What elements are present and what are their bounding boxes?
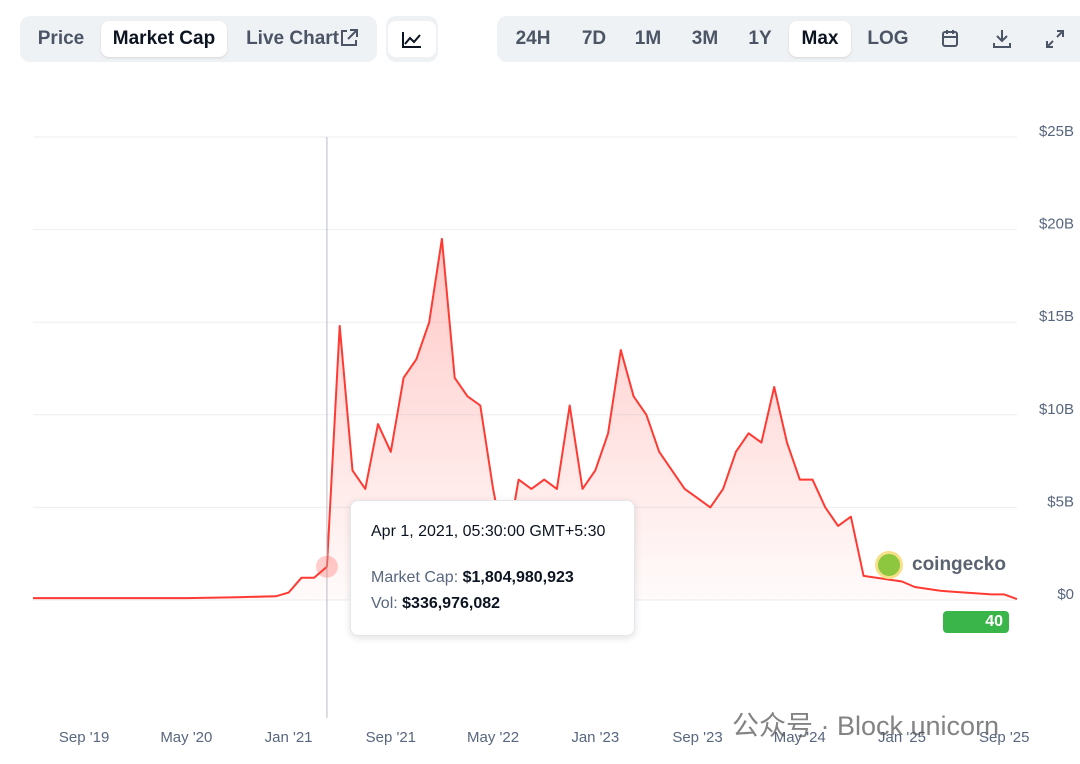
live-chart-tab[interactable]: Live Chart: [246, 28, 339, 49]
hover-point: [315, 555, 338, 578]
range-button[interactable]: 3M: [691, 28, 719, 49]
y-tick-label: $25B: [1039, 123, 1074, 140]
tooltip-vol: Vol: $336,976,082: [371, 595, 500, 613]
range-button[interactable]: LOG: [867, 28, 909, 49]
y-tick-label: $10B: [1039, 401, 1074, 418]
badge[interactable]: 40: [943, 611, 1009, 633]
x-tick-label: Sep '21: [366, 729, 416, 746]
watermark: 公众号 · Block unicorn: [732, 711, 1000, 741]
x-tick-label: Jan '23: [571, 729, 619, 746]
y-tick-label: $15B: [1039, 308, 1074, 325]
vol-value: $336,976,082: [402, 595, 501, 612]
range-button[interactable]: 1Y: [748, 28, 772, 49]
tooltip-cap: Market Cap: $1,804,980,923: [371, 569, 574, 587]
x-tick-label: Sep '23: [672, 729, 722, 746]
tooltip-date: Apr 1, 2021, 05:30:00 GMT+5:30: [371, 523, 606, 540]
y-tick-label: $5B: [1047, 493, 1074, 510]
vol-label: Vol:: [371, 595, 398, 612]
range-group: [497, 16, 1080, 62]
cap-label: Market Cap:: [371, 569, 459, 586]
download-button[interactable]: [984, 21, 1020, 57]
y-tick-label: $20B: [1039, 216, 1074, 233]
line-chart-button[interactable]: [388, 21, 436, 57]
external-icon: [341, 29, 358, 46]
y-tick-label: $0: [1057, 586, 1074, 603]
x-tick-label: Sep '19: [59, 729, 109, 746]
range-button[interactable]: 7D: [581, 28, 607, 49]
cap-value: $1,804,980,923: [462, 569, 574, 586]
fullscreen-button[interactable]: [1037, 21, 1073, 57]
x-tick-label: May '22: [467, 729, 519, 746]
logo-icon: [875, 551, 903, 579]
tooltip: Apr 1, 2021, 05:30:00 GMT+5:30 Market Ca…: [350, 500, 635, 636]
x-tick-label: May '20: [160, 729, 212, 746]
market-cap-tab[interactable]: Market Cap: [101, 21, 227, 57]
x-tick-label: Jan '21: [265, 729, 313, 746]
price-tab[interactable]: Price: [37, 28, 85, 49]
logo-text: coingecko: [912, 554, 1006, 575]
range-button[interactable]: 24H: [515, 28, 551, 49]
calendar-button[interactable]: [932, 21, 968, 57]
range-button[interactable]: Max: [789, 21, 851, 57]
range-button[interactable]: 1M: [634, 28, 662, 49]
